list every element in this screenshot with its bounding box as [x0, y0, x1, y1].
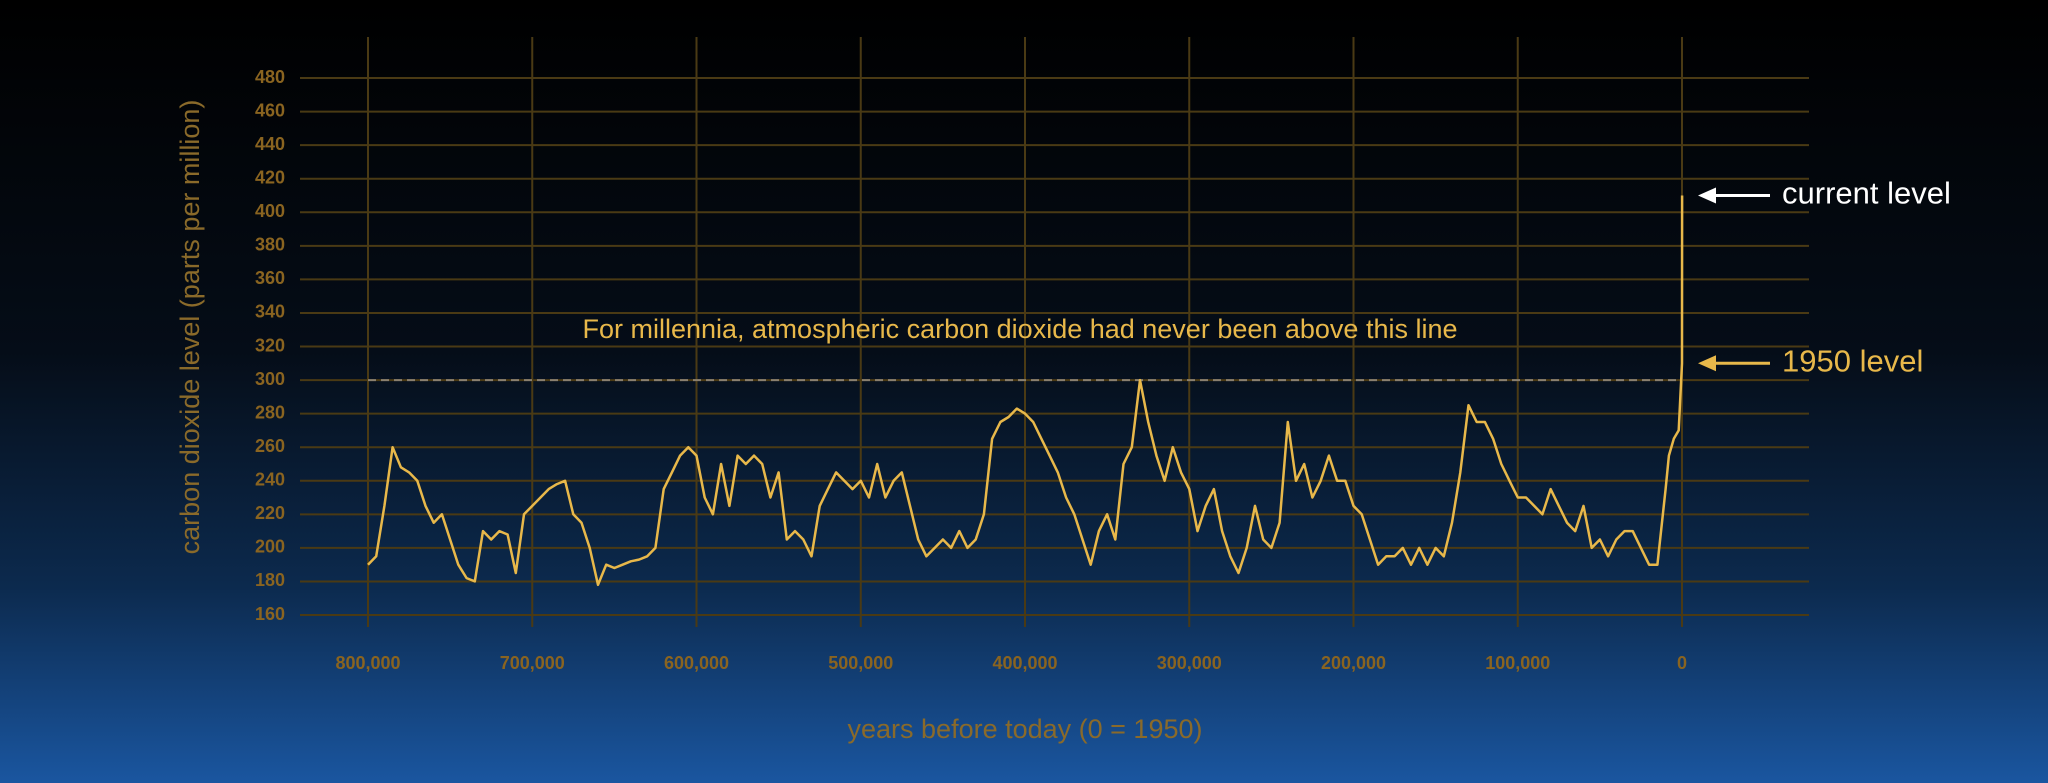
y-tick-label: 340	[255, 302, 285, 322]
y-tick-label: 460	[255, 100, 285, 120]
y-tick-label: 240	[255, 470, 285, 490]
y-tick-label: 420	[255, 167, 285, 187]
y-tick-label: 360	[255, 268, 285, 288]
marker-arrowhead	[1698, 355, 1716, 372]
y-tick-label: 300	[255, 369, 285, 389]
y-tick-label: 320	[255, 335, 285, 355]
marker-label: current level	[1782, 176, 1951, 211]
y-tick-label: 220	[255, 503, 285, 523]
x-axis-label: years before today (0 = 1950)	[848, 714, 1203, 744]
y-tick-label: 440	[255, 134, 285, 154]
y-tick-label: 280	[255, 402, 285, 422]
x-tick-label: 0	[1677, 653, 1687, 673]
y-tick-label: 480	[255, 67, 285, 87]
x-tick-label: 400,000	[992, 653, 1057, 673]
y-tick-label: 180	[255, 570, 285, 590]
y-tick-label: 400	[255, 201, 285, 221]
y-tick-label: 200	[255, 537, 285, 557]
marker-label: 1950 level	[1782, 343, 1923, 378]
y-tick-label: 160	[255, 604, 285, 624]
x-tick-label: 800,000	[335, 653, 400, 673]
annotation: For millennia, atmospheric carbon dioxid…	[582, 314, 1457, 344]
x-tick-label: 300,000	[1157, 653, 1222, 673]
y-tick-label: 260	[255, 436, 285, 456]
marker-arrowhead	[1698, 187, 1716, 204]
x-tick-label: 100,000	[1485, 653, 1550, 673]
x-tick-label: 700,000	[500, 653, 565, 673]
data-line	[367, 195, 1684, 587]
x-tick-label: 600,000	[664, 653, 729, 673]
y-tick-label: 380	[255, 235, 285, 255]
y-axis-label: carbon dioxide level (parts per million)	[175, 100, 205, 555]
x-tick-label: 200,000	[1321, 653, 1386, 673]
x-tick-label: 500,000	[828, 653, 893, 673]
